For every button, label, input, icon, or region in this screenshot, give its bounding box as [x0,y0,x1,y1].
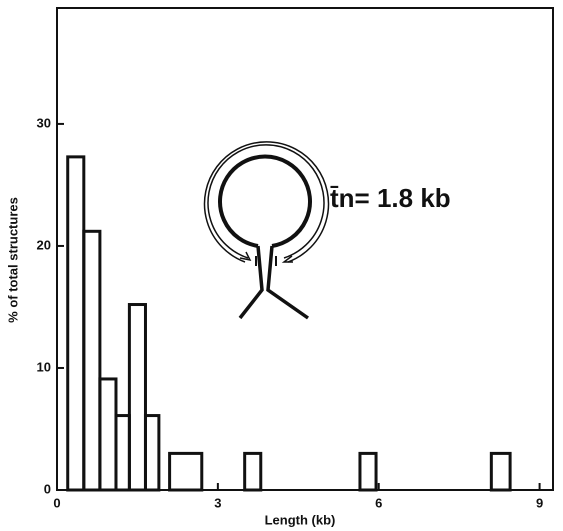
y-tick-label: 0 [44,481,51,496]
y-tick-label: 30 [37,115,51,130]
x-tick-label: 0 [53,495,60,510]
histogram-bar [114,414,131,492]
x-tick-label: 6 [375,495,382,510]
histogram-bar [98,377,118,492]
histogram-bar [243,451,263,492]
plot-frame [56,7,554,491]
loop-diagram [203,141,330,320]
x-axis-label: Length (kb) [265,512,336,527]
histogram-bar [489,451,512,492]
histogram-bar [66,155,86,492]
y-tick-label: 20 [37,237,51,252]
x-tick-label: 3 [214,495,221,510]
histogram-bar [168,451,204,492]
histogram-bar [127,303,147,492]
y-axis-label: % of total structures [5,197,20,323]
x-tick-label: 9 [536,495,543,510]
histogram-bar [143,414,161,492]
annotation: t̄n= 1.8 kb [330,183,451,213]
y-tick-label: 10 [37,359,51,374]
histogram-bar [82,229,102,492]
histogram-bar [358,451,378,492]
